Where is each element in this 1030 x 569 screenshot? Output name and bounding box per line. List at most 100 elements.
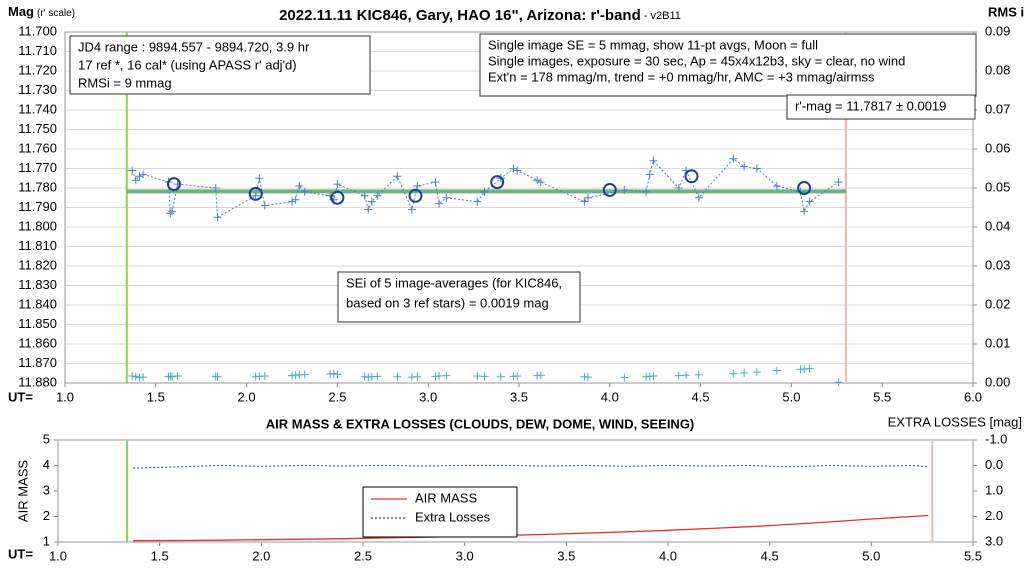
data-point	[300, 370, 309, 379]
y-tick-label: 11.830	[18, 277, 57, 292]
data-point	[131, 372, 140, 381]
data-point	[584, 193, 593, 202]
data-point	[496, 372, 505, 381]
data-point	[580, 197, 589, 206]
x-tick-label: 5.5	[873, 389, 891, 404]
data-point	[393, 172, 402, 181]
chart-title: 2022.11.11 KIC846, Gary, HAO 16", Arizon…	[279, 7, 681, 24]
x-tick-label: 2.0	[252, 548, 270, 563]
data-point	[288, 197, 296, 206]
y-tick-label: 2	[43, 508, 50, 523]
data-point	[620, 185, 629, 194]
plot-area	[64, 31, 974, 384]
average-point	[248, 186, 263, 201]
y2-tick-label: 1.0	[985, 482, 1003, 497]
data-point	[536, 178, 545, 187]
series-line	[131, 158, 839, 219]
data-point	[800, 207, 809, 216]
data-point	[772, 182, 781, 191]
data-point	[772, 366, 781, 375]
data-point	[645, 170, 654, 179]
data-point	[513, 371, 522, 380]
data-point	[364, 205, 373, 214]
data-point	[473, 197, 482, 206]
data-point	[752, 164, 761, 173]
annotation-text: r'-mag = 11.7817 ± 0.0019	[795, 98, 946, 113]
annotation-box	[69, 35, 371, 95]
data-point	[442, 193, 451, 202]
data-point	[584, 373, 593, 382]
data-point	[213, 213, 222, 222]
data-point	[326, 191, 335, 200]
x-tick-label: 3.0	[419, 389, 437, 404]
data-point	[139, 373, 148, 382]
data-point	[213, 372, 222, 381]
y-tick-label: 4	[43, 457, 50, 472]
annotation-box	[337, 271, 581, 323]
x-tick-label: 3.5	[557, 548, 575, 563]
data-point	[834, 378, 843, 387]
average-point	[602, 182, 617, 197]
data-point	[300, 187, 309, 196]
x-tick-label: 2.5	[354, 548, 372, 563]
data-point	[168, 207, 177, 216]
x-tick-label: 4.5	[692, 389, 710, 404]
data-point	[135, 172, 144, 181]
y2-tick-label: 0.00	[985, 374, 1010, 389]
data-point	[509, 164, 518, 173]
y-tick-label: 11.880	[18, 374, 57, 389]
data-point	[740, 368, 749, 377]
y-tick-label: 11.860	[18, 335, 57, 350]
data-point	[620, 373, 629, 382]
legend-label: AIR MASS	[415, 490, 477, 505]
average-point	[684, 169, 699, 184]
x-tick-label: 5.0	[862, 548, 880, 563]
data-point	[260, 371, 269, 380]
data-point	[333, 370, 342, 379]
data-point	[373, 372, 382, 381]
legend-box	[362, 486, 518, 538]
data-point	[682, 371, 691, 380]
x-axis-label: UT=	[8, 389, 33, 404]
data-point	[139, 170, 148, 179]
ylabel-note: (r' scale)	[37, 8, 75, 19]
x-tick-label: 4.5	[761, 548, 779, 563]
y2-tick-label: 0.07	[985, 101, 1010, 116]
y2-tick-label: 3.0	[985, 533, 1003, 548]
plot-area	[57, 439, 974, 543]
y-tick-label: 11.750	[18, 121, 57, 136]
data-point	[752, 368, 761, 377]
annotation-box	[786, 94, 976, 120]
annotation-text: RMSi = 9 mmag	[78, 75, 172, 90]
data-point	[260, 201, 269, 210]
y-tick-label: 11.820	[18, 257, 57, 272]
legend-label: Extra Losses	[415, 509, 491, 524]
y-tick-label: 11.720	[18, 62, 57, 77]
y-axis-label: Mag (r' scale)	[8, 4, 75, 19]
data-point	[211, 184, 220, 192]
average-point	[797, 181, 812, 195]
data-point	[393, 372, 402, 381]
y-tick-label: 11.840	[18, 296, 57, 311]
x-tick-label: 1.0	[49, 548, 67, 563]
data-point	[642, 187, 651, 196]
y-tick-label: 11.700	[18, 23, 57, 38]
data-point	[729, 154, 738, 163]
average-point	[490, 175, 505, 190]
y-tick-label: 1	[43, 533, 50, 548]
data-point	[729, 369, 738, 378]
y2-tick-label: 2.0	[985, 508, 1003, 523]
data-point	[413, 372, 422, 381]
y-tick-label: 11.710	[18, 43, 57, 58]
annotation-text: based on 3 ref stars) = 0.0019 mag	[346, 295, 549, 310]
data-point	[251, 191, 260, 200]
y-tick-label: 11.810	[18, 238, 57, 253]
data-point	[168, 372, 177, 381]
ylabel: Mag	[8, 4, 34, 19]
data-point	[740, 162, 749, 171]
data-point	[173, 371, 182, 380]
data-point	[694, 193, 703, 202]
x-tick-label: 5.0	[782, 389, 800, 404]
data-point	[255, 174, 264, 183]
